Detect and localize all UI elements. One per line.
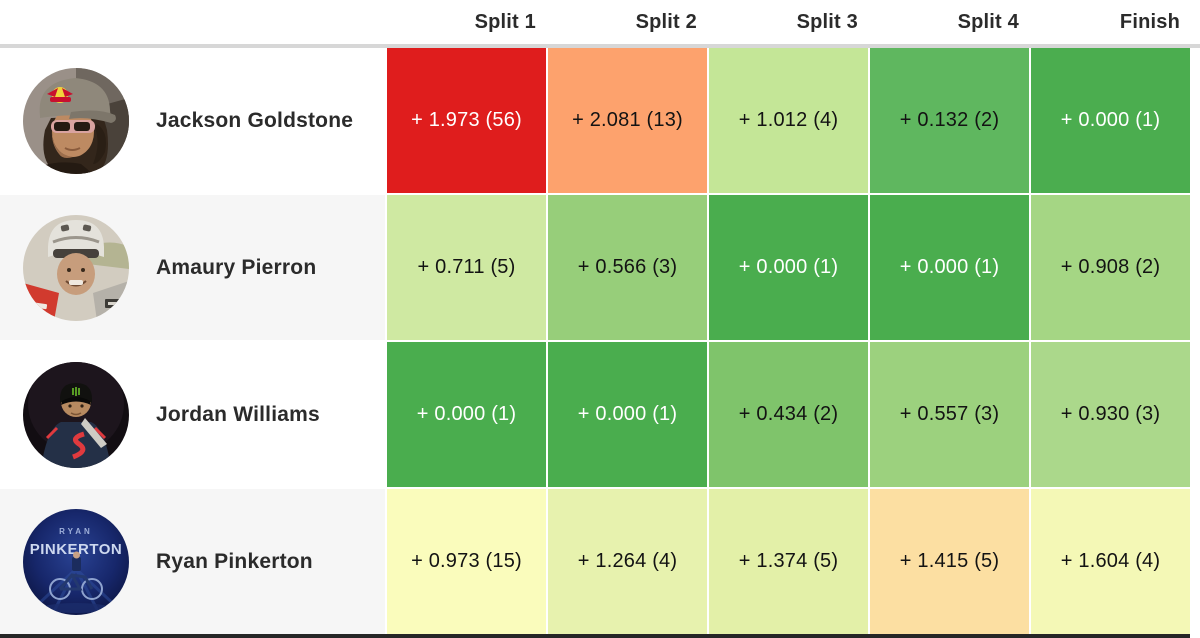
split-cell: + 0.000 (1) xyxy=(709,195,868,340)
split-cell: + 0.711 (5) xyxy=(387,195,546,340)
split-cell: + 0.973 (15) xyxy=(387,489,546,634)
rider-cell: Jordan Williams xyxy=(0,342,385,487)
split-cell: + 1.604 (4) xyxy=(1031,489,1190,634)
rider-row[interactable]: Jordan Williams + 0.000 (1) + 0.000 (1) + 0… xyxy=(0,342,1190,487)
avatar-jackson-goldstone xyxy=(23,67,129,174)
header-divider xyxy=(0,44,1200,48)
split-cell: + 0.908 (2) xyxy=(1031,195,1190,340)
column-header-split-1: Split 1 xyxy=(474,10,536,33)
bottom-divider xyxy=(0,634,1190,638)
split-cell: + 0.000 (1) xyxy=(1031,48,1190,193)
avatar-jordan-williams xyxy=(23,361,129,468)
column-header-finish: Finish xyxy=(1119,10,1180,33)
split-cell: + 1.012 (4) xyxy=(709,48,868,193)
avatar-amaury-pierron xyxy=(23,214,129,321)
split-cell: + 0.132 (2) xyxy=(870,48,1029,193)
svg-text:RYAN: RYAN xyxy=(59,527,93,536)
split-cell: + 0.566 (3) xyxy=(548,195,707,340)
table-body: Jackson Goldstone + 1.973 (56) + 2.081 (13… xyxy=(0,48,1200,634)
split-cell: + 1.973 (56) xyxy=(387,48,546,193)
rider-cell: Amaury Pierron xyxy=(0,195,385,340)
rider-row[interactable]: Jackson Goldstone + 1.973 (56) + 2.081 (13… xyxy=(0,48,1190,193)
split-cell: + 0.000 (1) xyxy=(870,195,1029,340)
table-header: Split 1 Split 2 Split 3 Split 4 Finish xyxy=(0,0,1190,44)
split-cell: + 1.374 (5) xyxy=(709,489,868,634)
split-cell: + 0.000 (1) xyxy=(387,342,546,487)
rider-name: Amaury Pierron xyxy=(156,255,317,279)
split-cell: + 1.264 (4) xyxy=(548,489,707,634)
split-cell: + 1.415 (5) xyxy=(870,489,1029,634)
rider-name: Ryan Pinkerton xyxy=(156,549,313,573)
column-header-split-3: Split 3 xyxy=(796,10,858,33)
svg-text:PINKERTON: PINKERTON xyxy=(30,541,123,558)
rider-cell: RYAN PINKERTON Ryan Pinkerton xyxy=(0,489,385,634)
rider-cell: Jackson Goldstone xyxy=(0,48,385,193)
avatar-ryan-pinkerton: RYAN PINKERTON xyxy=(23,508,129,615)
rider-name: Jackson Goldstone xyxy=(156,108,354,132)
rider-row[interactable]: Amaury Pierron + 0.711 (5) + 0.566 (3) + 0.… xyxy=(0,195,1190,340)
split-cell: + 0.557 (3) xyxy=(870,342,1029,487)
rider-name: Jordan Williams xyxy=(156,402,320,426)
column-header-split-4: Split 4 xyxy=(957,10,1019,33)
split-cell: + 0.434 (2) xyxy=(709,342,868,487)
split-cell: + 0.930 (3) xyxy=(1031,342,1190,487)
rider-row[interactable]: RYAN PINKERTON Ryan Pinkerton + 0.973 (15… xyxy=(0,489,1190,634)
split-cell: + 0.000 (1) xyxy=(548,342,707,487)
split-cell: + 2.081 (13) xyxy=(548,48,707,193)
column-header-split-2: Split 2 xyxy=(635,10,697,33)
